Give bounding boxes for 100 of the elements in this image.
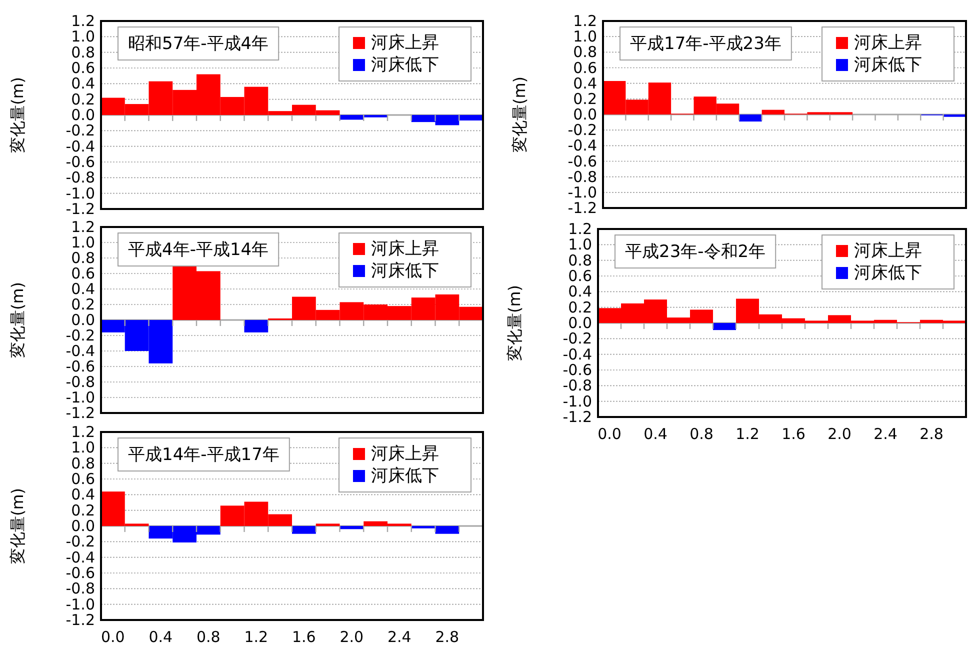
y-axis-title: 変化量(m) [510,76,529,153]
legend-label: 河床低下 [371,55,439,75]
y-axis-title: 変化量(m) [505,284,524,362]
y-tick-label: 0.8 [71,454,95,472]
y-tick-label: 0.0 [568,314,592,332]
legend-label: 河床低下 [371,261,439,281]
y-tick-label: 0.4 [71,486,95,504]
y-tick-label: 0.6 [71,59,95,77]
y-tick-label: 0.4 [71,280,95,298]
y-tick-label: -1.0 [66,184,95,202]
y-tick-label: 1.2 [568,220,592,238]
x-tick-label: 1.6 [782,425,806,443]
y-tick-label: -0.6 [66,153,95,171]
x-tick-label: 2.8 [435,628,460,646]
y-tick-label: 0.2 [71,296,95,314]
y-tick-label: 0.6 [71,470,95,488]
legend-label: 河床低下 [371,466,439,486]
y-tick-label: -1.0 [66,595,95,614]
x-tick-label: 1.2 [736,425,760,443]
x-tick-label: 0.0 [101,628,125,646]
bar [244,320,268,332]
y-tick-label: 0.4 [568,282,592,301]
text: 昭和57年-平成4年 [128,34,269,54]
x-tick-label: 2.0 [828,425,852,443]
bar [340,526,364,530]
y-tick-label: 0.4 [573,74,597,92]
y-tick-label: 0.0 [71,311,95,329]
y-tick-label: 1.0 [71,234,95,252]
y-tick-label: 0.6 [71,264,95,282]
y-tick-label: -1.2 [66,200,95,218]
x-tick-label: 0.0 [598,425,622,443]
y-tick-label: 1.0 [573,28,597,46]
text: 平成23年-令和2年 [625,242,766,262]
bar [713,323,736,330]
x-tick-label: 0.4 [148,628,173,646]
y-tick-label: -0.8 [66,580,95,598]
y-tick-label: 0.8 [71,249,95,267]
y-tick-label: -1.2 [66,611,95,629]
y-axis-title: 変化量(m) [8,76,27,154]
y-tick-label: -0.6 [66,358,95,376]
y-tick-label: 0.8 [71,43,95,62]
y-tick-label: -0.2 [66,532,95,551]
y-tick-label: -1.0 [568,183,597,202]
y-tick-label: -0.6 [562,361,592,379]
y-tick-label: 0.6 [573,58,597,77]
y-tick-label: 0.0 [573,106,597,124]
y-tick-label: -0.6 [66,564,95,582]
y-tick-label: -0.2 [66,326,95,344]
y-tick-label: 0.6 [568,267,592,285]
legend-label: 河床上昇 [854,33,922,53]
y-tick-label: 0.2 [71,501,95,520]
bar [292,526,316,534]
y-tick-label: -0.6 [568,152,597,170]
x-tick-label: 0.8 [196,628,220,646]
y-tick-label: -0.8 [66,373,95,391]
x-tick-label: 2.8 [920,425,944,443]
y-tick-label: 0.4 [71,74,95,93]
y-tick-label: -0.8 [568,168,597,186]
y-tick-label: -0.8 [66,168,95,187]
y-tick-label: -1.2 [568,199,597,217]
y-tick-label: 0.0 [71,517,95,535]
y-tick-label: 1.0 [71,438,95,457]
y-tick-label: 0.8 [568,251,592,270]
y-tick-label: 0.8 [573,43,597,62]
y-tick-label: -0.4 [66,342,95,360]
y-tick-label: -0.4 [562,345,592,364]
legend-label: 河床上昇 [854,241,922,261]
text: 平成14年-平成17年 [128,445,280,465]
y-tick-label: -0.4 [66,137,95,156]
x-tick-label: 2.0 [340,628,364,646]
y-tick-label: -0.8 [562,376,592,395]
y-tick-label: 0.0 [71,106,95,124]
x-tick-label: 0.8 [690,425,714,443]
text: 平成17年-平成23年 [630,34,782,54]
y-tick-label: 1.0 [568,236,592,254]
y-tick-label: 0.2 [71,90,95,108]
bar [739,114,762,122]
y-axis-title: 変化量(m) [8,488,27,564]
y-tick-label: -0.2 [568,121,597,140]
legend-label: 河床低下 [854,263,922,283]
y-tick-label: -1.0 [66,388,95,406]
x-tick-label: 2.4 [874,425,898,443]
legend-label: 河床上昇 [371,444,439,464]
y-tick-label: -0.2 [66,122,95,140]
x-tick-label: 1.6 [292,628,316,646]
y-tick-label: 1.0 [71,28,95,46]
y-tick-label: -1.2 [562,408,592,426]
x-tick-label: 0.4 [644,425,668,443]
y-axis-title: 変化量(m) [8,282,27,358]
y-tick-label: -0.4 [66,548,95,566]
text: 平成4年-平成14年 [128,240,269,260]
y-tick-label: 1.2 [71,218,95,236]
y-tick-label: -0.4 [568,136,597,155]
legend-label: 河床低下 [854,55,922,75]
x-tick-label: 1.2 [244,628,268,646]
y-tick-label: -1.2 [66,404,95,422]
y-tick-label: 1.2 [71,12,95,30]
y-tick-label: 0.2 [573,90,597,108]
legend-label: 河床上昇 [371,33,439,53]
legend-label: 河床上昇 [371,239,439,259]
